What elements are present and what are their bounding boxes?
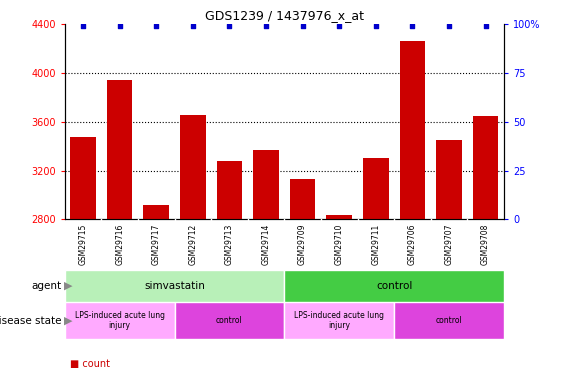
Text: simvastatin: simvastatin: [144, 281, 205, 291]
Point: [298, 23, 307, 29]
Text: GSM29712: GSM29712: [189, 224, 197, 265]
Text: LPS-induced acute lung
injury: LPS-induced acute lung injury: [75, 311, 164, 330]
Bar: [70, 136, 96, 375]
Bar: [65, 302, 175, 339]
Point: [372, 23, 381, 29]
Text: ▶: ▶: [64, 316, 72, 326]
Point: [79, 23, 88, 29]
Bar: [290, 179, 315, 375]
Text: GSM29713: GSM29713: [225, 224, 234, 265]
Text: ▶: ▶: [64, 281, 72, 291]
Bar: [284, 302, 394, 339]
Bar: [144, 205, 169, 375]
Text: control: control: [376, 281, 412, 291]
Text: GSM29716: GSM29716: [115, 224, 124, 265]
Bar: [107, 81, 132, 375]
Text: ■ count: ■ count: [70, 359, 110, 369]
Title: GDS1239 / 1437976_x_at: GDS1239 / 1437976_x_at: [205, 9, 364, 22]
Bar: [363, 158, 388, 375]
Bar: [180, 115, 205, 375]
Text: GSM29714: GSM29714: [262, 224, 270, 265]
Text: GSM29715: GSM29715: [79, 224, 87, 265]
Text: LPS-induced acute lung
injury: LPS-induced acute lung injury: [294, 311, 384, 330]
Bar: [327, 214, 352, 375]
Bar: [436, 140, 462, 375]
Bar: [284, 270, 504, 302]
Point: [445, 23, 454, 29]
Text: GSM29706: GSM29706: [408, 224, 417, 265]
Bar: [473, 116, 498, 375]
Point: [115, 23, 124, 29]
Point: [408, 23, 417, 29]
Point: [261, 23, 270, 29]
Bar: [65, 270, 284, 302]
Text: GSM29711: GSM29711: [372, 224, 380, 265]
Point: [152, 23, 161, 29]
Text: disease state: disease state: [0, 316, 62, 326]
Text: control: control: [436, 316, 462, 325]
Point: [225, 23, 234, 29]
Text: GSM29710: GSM29710: [335, 224, 343, 265]
Bar: [253, 150, 279, 375]
Text: GSM29709: GSM29709: [298, 224, 307, 265]
Text: GSM29708: GSM29708: [481, 224, 490, 265]
Bar: [394, 302, 504, 339]
Bar: [217, 161, 242, 375]
Text: control: control: [216, 316, 243, 325]
Text: agent: agent: [32, 281, 62, 291]
Text: GSM29717: GSM29717: [152, 224, 160, 265]
Text: GSM29707: GSM29707: [445, 224, 453, 265]
Bar: [400, 42, 425, 375]
Point: [334, 23, 343, 29]
Bar: [175, 302, 284, 339]
Point: [481, 23, 490, 29]
Point: [188, 23, 197, 29]
